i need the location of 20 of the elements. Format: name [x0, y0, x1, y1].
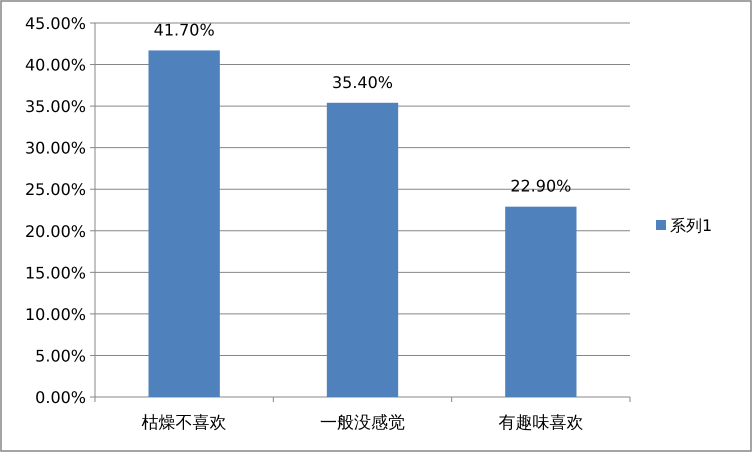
y-tick-label: 35.00% — [24, 97, 86, 116]
y-tick-label: 10.00% — [24, 304, 86, 324]
data-label: 22.90% — [510, 176, 572, 196]
legend-label: 系列1 — [670, 216, 712, 235]
bar — [148, 50, 220, 397]
y-tick-label: 40.00% — [24, 56, 86, 75]
data-label: 41.70% — [154, 20, 215, 40]
y-tick-label: 45.00% — [24, 14, 86, 33]
y-tick-label: 0.00% — [35, 388, 86, 407]
x-tick-label: 枯燥不喜欢 — [142, 413, 227, 433]
data-label: 35.40% — [332, 72, 394, 92]
y-tick-label: 20.00% — [24, 222, 86, 241]
y-tick-label: 15.00% — [24, 263, 86, 282]
x-tick-label: 一般没感觉 — [320, 413, 405, 433]
bar — [326, 102, 398, 397]
bar — [505, 206, 576, 397]
y-tick-label: 30.00% — [24, 138, 86, 158]
x-tick-label: 有趣味喜欢 — [498, 413, 584, 433]
y-tick-label: 25.00% — [24, 180, 86, 200]
y-tick-label: 5.00% — [35, 346, 86, 366]
